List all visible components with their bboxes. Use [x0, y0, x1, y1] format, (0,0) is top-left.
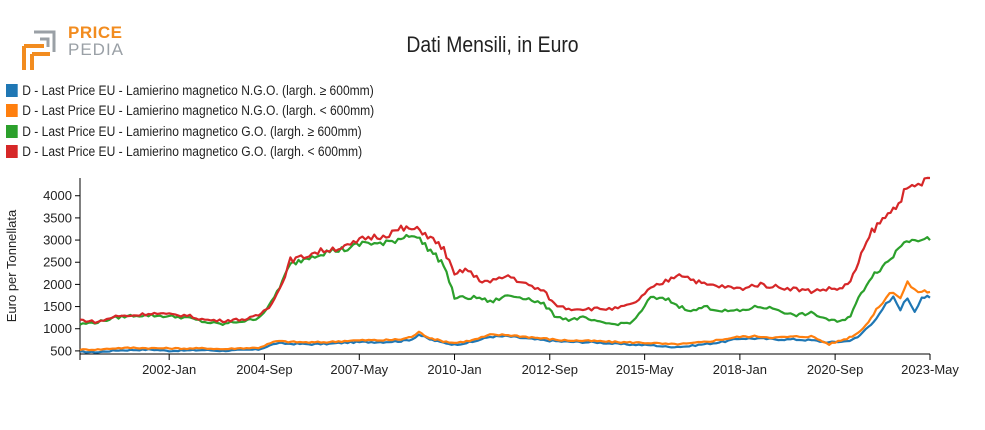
y-tick-label: 1000 — [43, 321, 72, 336]
series-line-go-wide — [79, 233, 931, 327]
legend-swatch-green — [6, 124, 18, 138]
logo-line-2: PEDIA — [68, 40, 125, 59]
x-tick-label: 2010-Jan — [427, 362, 481, 377]
y-tick-label: 4000 — [43, 188, 72, 203]
y-tick-label: 3500 — [43, 210, 72, 225]
legend-item-blue[interactable]: D - Last Price EU - Lamierino magnetico … — [6, 80, 374, 101]
series-line-ngo-narrow — [79, 280, 931, 352]
series-lines — [79, 176, 931, 354]
legend-item-orange[interactable]: D - Last Price EU - Lamierino magnetico … — [6, 101, 374, 122]
y-tick-label: 2000 — [43, 277, 72, 292]
x-tick-label: 2012-Sep — [522, 362, 578, 377]
legend-item-green[interactable]: D - Last Price EU - Lamierino magnetico … — [6, 121, 374, 142]
legend-label: D - Last Price EU - Lamierino magnetico … — [22, 103, 375, 119]
y-tick-label: 500 — [50, 343, 72, 358]
x-tick-label: 2004-Sep — [236, 362, 292, 377]
x-tick-label: 2015-May — [616, 362, 674, 377]
y-tick-label: 3000 — [43, 233, 72, 248]
legend-swatch-blue — [6, 83, 18, 97]
legend-label: D - Last Price EU - Lamierino magnetico … — [22, 82, 374, 98]
series-line-go-narrow — [79, 176, 931, 324]
y-axis: 500 1000 1500 2000 2500 3000 3500 4000 — [43, 178, 81, 358]
chart-title: Dati Mensili, in Euro — [406, 32, 579, 57]
x-tick-label: 2007-May — [330, 362, 388, 377]
legend-swatch-red — [6, 145, 18, 159]
x-tick-label: 2020-Sep — [807, 362, 863, 377]
series-line-ngo-wide — [80, 294, 931, 354]
logo-line-1: PRICE — [68, 23, 123, 42]
legend-swatch-orange — [6, 104, 18, 118]
x-tick-label: 2023-May — [901, 362, 959, 377]
x-tick-label: 2018-Jan — [713, 362, 767, 377]
logo-mark-icon — [22, 30, 56, 70]
legend-label: D - Last Price EU - Lamierino magnetico … — [22, 123, 362, 139]
y-tick-label: 2500 — [43, 255, 72, 270]
legend-item-red[interactable]: D - Last Price EU - Lamierino magnetico … — [6, 142, 374, 163]
x-tick-label: 2002-Jan — [142, 362, 196, 377]
legend-label: D - Last Price EU - Lamierino magnetico … — [22, 144, 363, 160]
pricepedia-logo: PRICE PEDIA — [18, 24, 128, 74]
x-axis: 2002-Jan 2004-Sep 2007-May 2010-Jan 2012-Sep… — [79, 353, 959, 377]
y-tick-label: 1500 — [43, 299, 72, 314]
legend: D - Last Price EU - Lamierino magnetico … — [6, 80, 415, 162]
y-axis-label: Euro per Tonnellata — [4, 209, 19, 322]
